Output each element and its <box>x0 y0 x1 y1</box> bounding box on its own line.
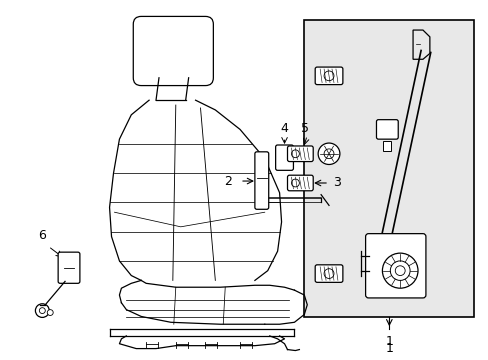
FancyBboxPatch shape <box>315 67 342 85</box>
Circle shape <box>394 266 405 275</box>
Circle shape <box>291 179 299 187</box>
Text: 4: 4 <box>280 122 288 135</box>
Text: 1: 1 <box>385 335 392 348</box>
Text: 1: 1 <box>385 342 392 355</box>
FancyBboxPatch shape <box>275 145 293 170</box>
Circle shape <box>291 150 299 158</box>
FancyBboxPatch shape <box>365 234 425 298</box>
FancyBboxPatch shape <box>254 152 268 209</box>
FancyBboxPatch shape <box>376 120 397 139</box>
Text: 6: 6 <box>38 229 46 242</box>
Circle shape <box>389 261 409 280</box>
Circle shape <box>324 71 333 81</box>
Bar <box>383 141 390 151</box>
Text: 5: 5 <box>301 122 309 135</box>
Bar <box>304 20 473 318</box>
Circle shape <box>318 143 339 165</box>
Circle shape <box>324 269 333 278</box>
Circle shape <box>47 310 53 315</box>
FancyBboxPatch shape <box>287 146 313 162</box>
FancyBboxPatch shape <box>315 265 342 282</box>
Circle shape <box>324 149 333 159</box>
Text: 2: 2 <box>224 175 232 188</box>
Text: 3: 3 <box>332 176 340 189</box>
FancyBboxPatch shape <box>58 252 80 283</box>
Circle shape <box>382 253 417 288</box>
FancyBboxPatch shape <box>287 175 313 191</box>
